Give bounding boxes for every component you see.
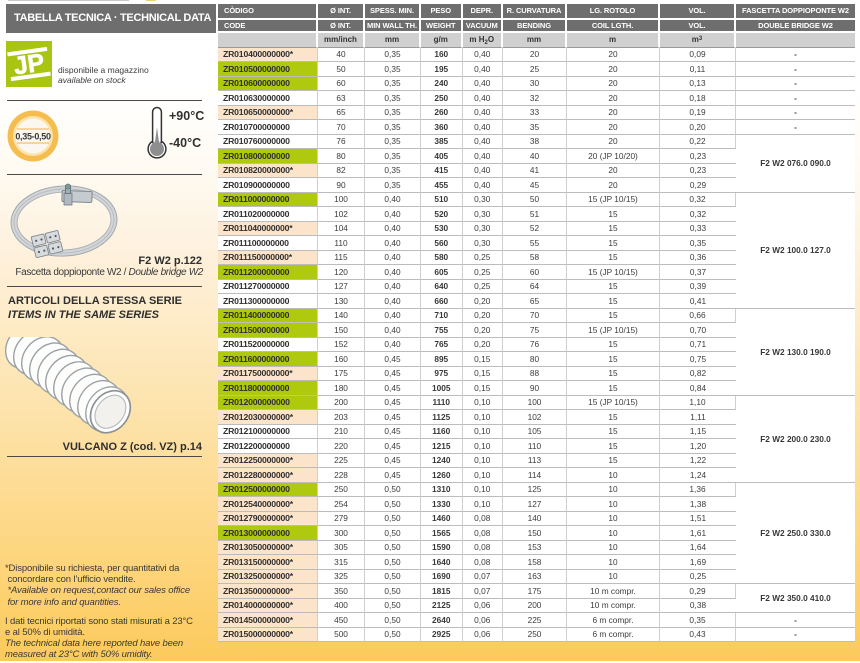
svg-text:0,35-0,50: 0,35-0,50 bbox=[15, 132, 51, 142]
svg-text:JP: JP bbox=[12, 49, 46, 81]
